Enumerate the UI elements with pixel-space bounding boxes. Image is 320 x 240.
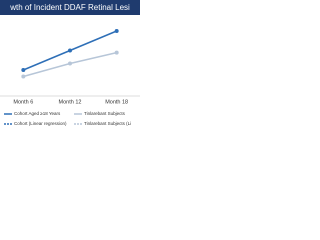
chart-title: wth of Incident DDAF Retinal Lesi — [9, 3, 130, 12]
point — [21, 74, 26, 79]
x-tick-label: Month 18 — [105, 99, 128, 105]
chart: wth of Incident DDAF Retinal Lesi Month … — [0, 0, 140, 126]
point — [21, 68, 26, 72]
title-bar — [0, 0, 140, 15]
point — [68, 48, 72, 53]
legend-label: Tinlarebant Subjects — [84, 111, 126, 116]
point — [114, 50, 119, 55]
point — [68, 61, 72, 66]
x-tick-label: Month 12 — [59, 99, 82, 105]
legend-label: Tinlarebant Subjects (Li — [84, 121, 131, 126]
point — [114, 29, 119, 33]
legend-label: Cohort Aged ≥18 Years — [14, 111, 61, 116]
legend-label: Cohort (Linear regression) — [14, 121, 67, 126]
x-tick-label: Month 6 — [13, 99, 33, 105]
